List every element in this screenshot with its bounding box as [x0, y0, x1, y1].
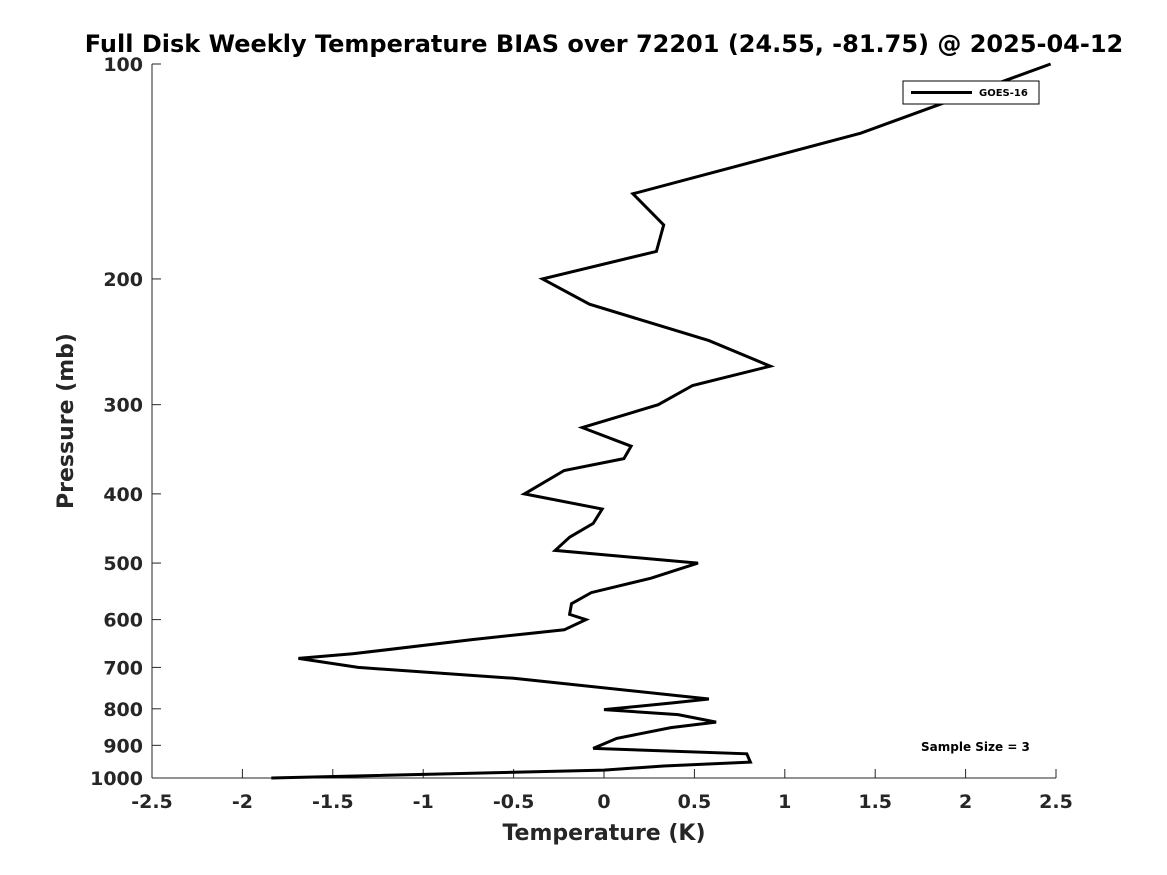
- y-tick-label: 700: [103, 657, 143, 679]
- x-tick-label: 0.5: [678, 791, 712, 813]
- x-tick-label: -2.5: [131, 791, 173, 813]
- y-tick-label: 500: [103, 553, 143, 575]
- y-tick-label: 400: [103, 484, 143, 506]
- y-tick-label: 300: [103, 395, 143, 417]
- x-tick-label: 1.5: [858, 791, 892, 813]
- x-tick-label: 1: [778, 791, 791, 813]
- y-ticks: 100 200 300 400 500 600 700 800 900 1000: [90, 54, 161, 790]
- x-axis-label: Temperature (K): [502, 821, 705, 846]
- plot-area: [271, 62, 1052, 780]
- x-tick-label: -0.5: [493, 791, 535, 813]
- series-line-goes-16: [271, 62, 1052, 780]
- sample-size-annotation: Sample Size = 3: [921, 740, 1030, 754]
- y-tick-label: 200: [103, 269, 143, 291]
- x-tick-label: 0: [597, 791, 610, 813]
- y-tick-label: 900: [103, 735, 143, 757]
- x-tick-label: 2.5: [1039, 791, 1073, 813]
- legend-label-goes-16: GOES-16: [979, 88, 1028, 99]
- x-tick-label: -2: [232, 791, 253, 813]
- y-tick-label: 600: [103, 610, 143, 632]
- x-tick-label: -1.5: [312, 791, 354, 813]
- legend: GOES-16: [902, 80, 1040, 105]
- y-tick-label: 800: [103, 699, 143, 721]
- y-axis-label: Pressure (mb): [54, 333, 79, 509]
- x-tick-label: -1: [413, 791, 434, 813]
- y-tick-label: 1000: [90, 768, 143, 790]
- y-tick-label: 100: [103, 54, 143, 76]
- chart-title: Full Disk Weekly Temperature BIAS over 7…: [85, 30, 1124, 58]
- x-ticks: -2.5 -2 -1.5 -1 -0.5 0 0.5 1 1.5 2 2.5: [131, 769, 1073, 813]
- x-tick-label: 2: [959, 791, 972, 813]
